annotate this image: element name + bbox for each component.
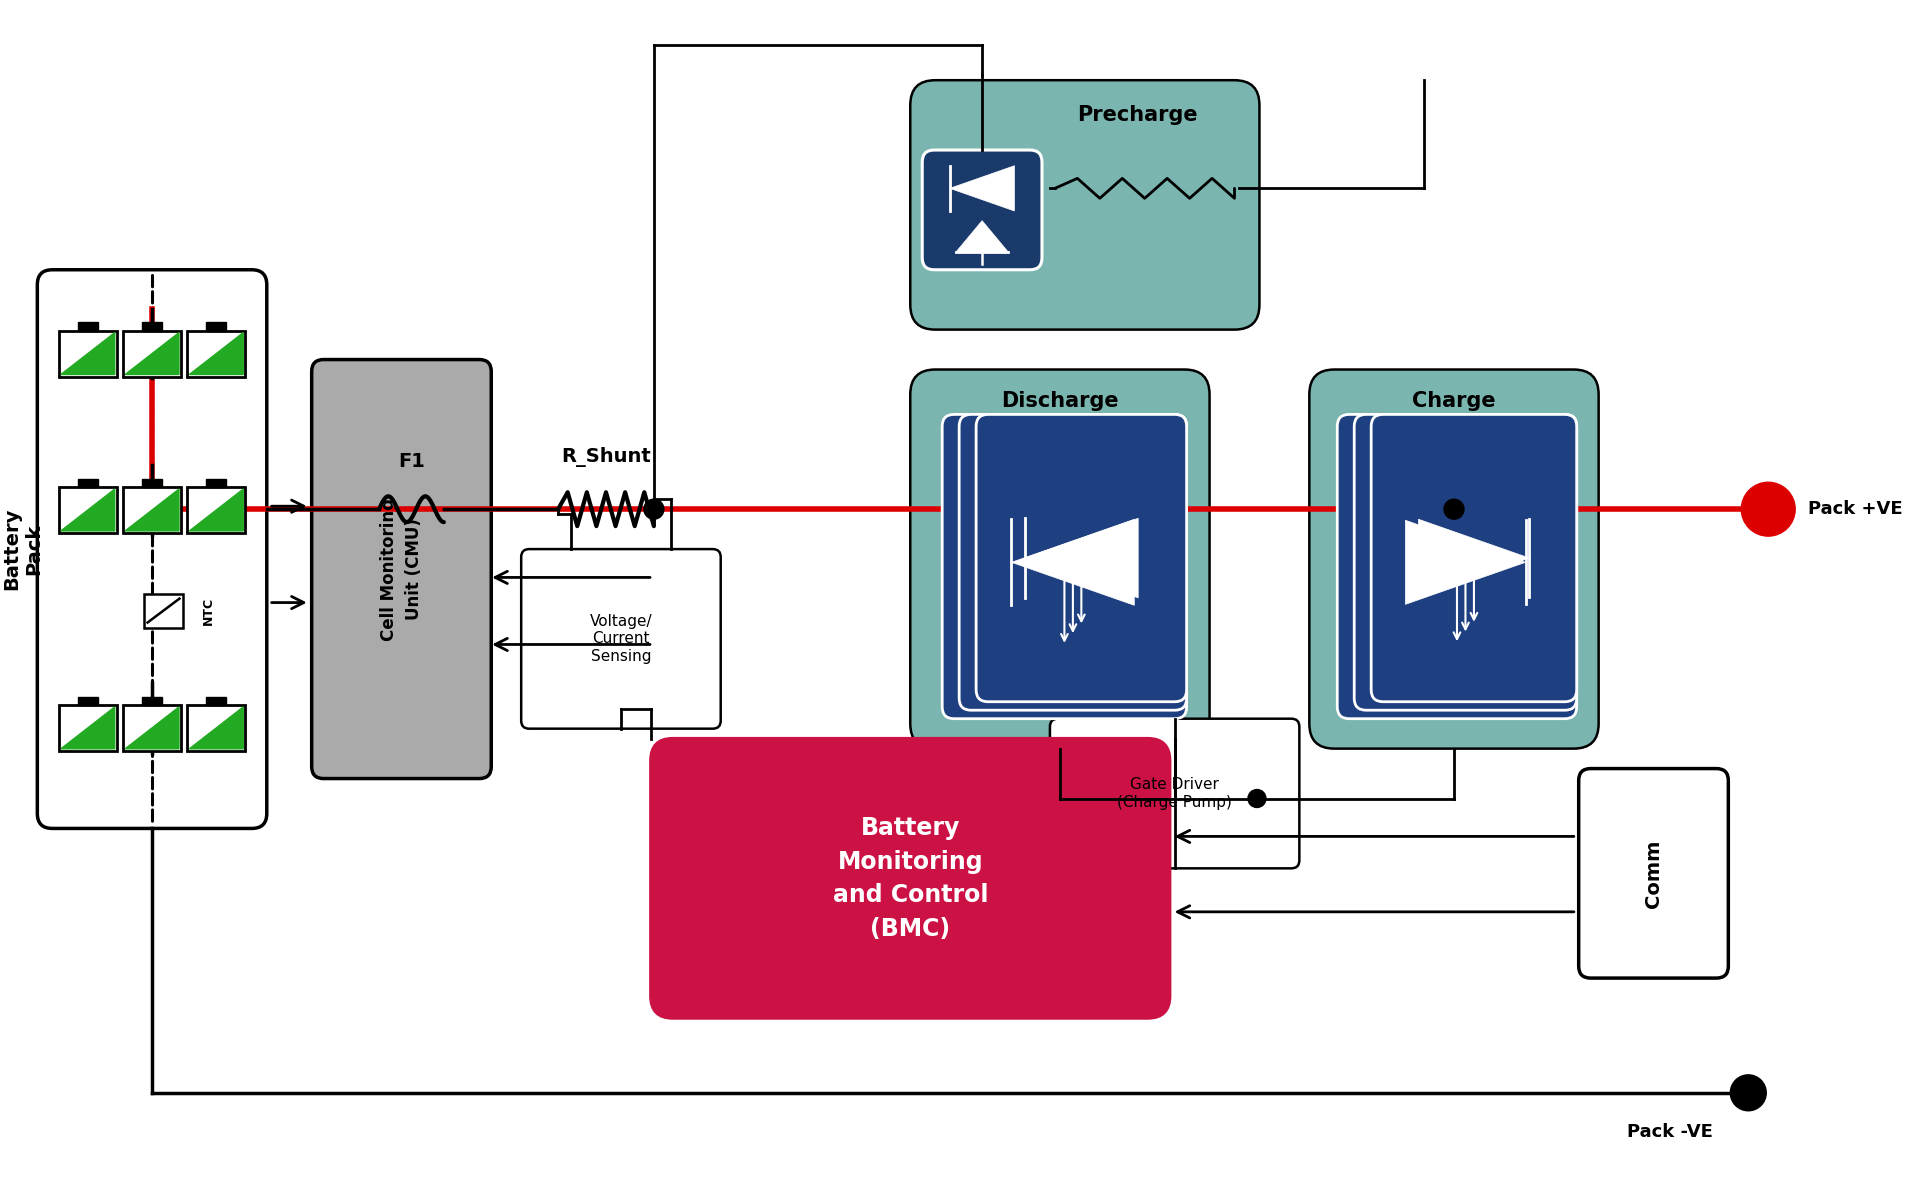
Text: NTC: NTC: [201, 597, 214, 625]
Bar: [123, 330, 181, 376]
FancyBboxPatch shape: [910, 80, 1260, 330]
Bar: [187, 705, 245, 751]
Text: Charge: Charge: [1412, 391, 1495, 411]
Text: Pack -VE: Pack -VE: [1628, 1122, 1713, 1141]
FancyBboxPatch shape: [1578, 769, 1728, 979]
Polygon shape: [955, 220, 1009, 252]
Polygon shape: [189, 707, 243, 749]
FancyBboxPatch shape: [37, 270, 266, 829]
Bar: [206, 322, 226, 330]
FancyBboxPatch shape: [312, 360, 492, 778]
Polygon shape: [62, 489, 114, 531]
Polygon shape: [1393, 521, 1522, 612]
Bar: [77, 479, 98, 487]
FancyBboxPatch shape: [959, 414, 1186, 710]
Text: Precharge: Precharge: [1076, 105, 1198, 125]
Bar: [77, 322, 98, 330]
Polygon shape: [1406, 520, 1526, 605]
Polygon shape: [999, 520, 1130, 613]
Bar: [206, 479, 226, 487]
Bar: [60, 705, 118, 751]
Polygon shape: [189, 332, 243, 375]
Bar: [143, 322, 162, 330]
Polygon shape: [62, 332, 114, 375]
Bar: [60, 487, 118, 533]
Bar: [187, 330, 245, 376]
FancyBboxPatch shape: [1372, 414, 1576, 702]
FancyBboxPatch shape: [922, 150, 1042, 270]
Text: Cell Monitoring
Unit (CMU): Cell Monitoring Unit (CMU): [380, 498, 422, 640]
FancyBboxPatch shape: [1354, 414, 1576, 710]
FancyBboxPatch shape: [910, 369, 1209, 749]
FancyBboxPatch shape: [650, 739, 1169, 1017]
Polygon shape: [1011, 519, 1134, 605]
Text: F1: F1: [397, 453, 424, 472]
Text: Comm: Comm: [1644, 839, 1663, 908]
Polygon shape: [125, 707, 179, 749]
Circle shape: [1730, 1075, 1767, 1111]
Bar: [187, 487, 245, 533]
Bar: [77, 697, 98, 705]
Text: Pack +VE: Pack +VE: [1807, 500, 1902, 519]
Circle shape: [1248, 790, 1265, 808]
Circle shape: [1742, 482, 1796, 536]
FancyBboxPatch shape: [941, 414, 1186, 719]
Text: Battery
Monitoring
and Control
(BMC): Battery Monitoring and Control (BMC): [833, 816, 988, 941]
Bar: [206, 697, 226, 705]
Polygon shape: [1418, 519, 1530, 597]
Text: Discharge: Discharge: [1001, 391, 1119, 411]
Polygon shape: [189, 489, 243, 531]
Circle shape: [644, 499, 664, 519]
Polygon shape: [62, 707, 114, 749]
Text: Gate Driver
(Charge Pump): Gate Driver (Charge Pump): [1117, 777, 1233, 810]
Bar: [123, 705, 181, 751]
Bar: [143, 479, 162, 487]
Bar: [60, 330, 118, 376]
FancyBboxPatch shape: [1049, 719, 1300, 869]
Polygon shape: [125, 332, 179, 375]
Polygon shape: [949, 166, 1015, 211]
Text: R_Shunt: R_Shunt: [561, 447, 650, 467]
Text: Voltage/
Current
Sensing: Voltage/ Current Sensing: [590, 614, 652, 664]
Bar: [143, 593, 183, 627]
FancyBboxPatch shape: [976, 414, 1186, 702]
FancyBboxPatch shape: [1337, 414, 1576, 719]
Circle shape: [1445, 499, 1464, 519]
Bar: [123, 487, 181, 533]
Bar: [143, 697, 162, 705]
Text: Battery
Pack: Battery Pack: [2, 508, 42, 591]
FancyBboxPatch shape: [521, 549, 721, 729]
FancyBboxPatch shape: [1310, 369, 1599, 749]
Polygon shape: [125, 489, 179, 531]
Polygon shape: [1024, 519, 1138, 598]
